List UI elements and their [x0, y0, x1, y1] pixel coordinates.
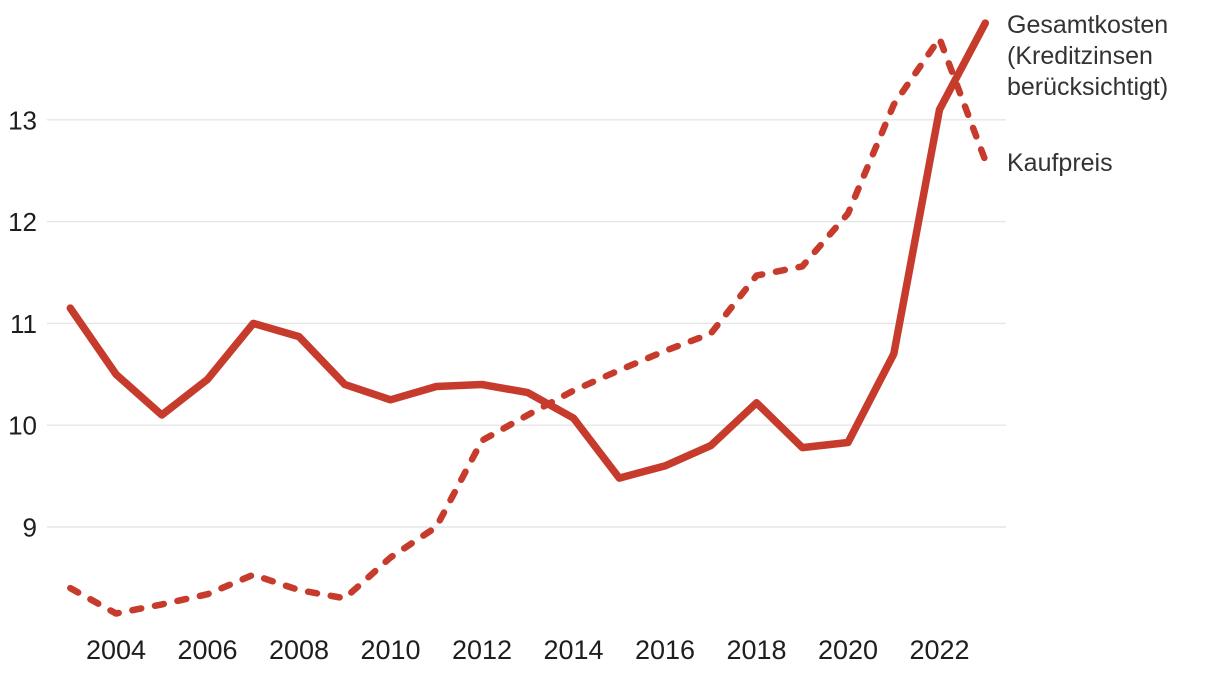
- x-tick-label: 2010: [360, 635, 420, 665]
- x-axis-labels: 2004 2006 2008 2010 2012 2014 2016 2018 2020 2022: [86, 635, 970, 665]
- x-tick-label: 2014: [543, 635, 603, 665]
- x-tick-label: 2022: [909, 635, 969, 665]
- gridlines: [47, 119, 1006, 528]
- legend-kaufpreis: Kaufpreis: [1007, 149, 1113, 177]
- x-tick-label: 2006: [177, 635, 237, 665]
- legend-gesamtkosten: Gesamtkosten (Kreditzinsen berücksichtig…: [1007, 11, 1169, 101]
- x-tick-label: 2004: [86, 635, 146, 665]
- x-tick-label: 2008: [269, 635, 329, 665]
- kaufpreis-line: [67, 35, 989, 617]
- y-tick-label: 11: [10, 309, 37, 339]
- y-tick-label: 10: [8, 411, 37, 441]
- y-tick-label: 12: [8, 207, 37, 237]
- x-tick-label: 2016: [635, 635, 695, 665]
- y-tick-label: 9: [23, 513, 37, 543]
- x-tick-label: 2012: [452, 635, 512, 665]
- x-tick-label: 2020: [818, 635, 878, 665]
- y-axis-labels: 9 10 11 12 13: [8, 105, 37, 542]
- y-tick-label: 13: [8, 105, 37, 135]
- x-tick-label: 2018: [726, 635, 786, 665]
- data-series: [66, 19, 990, 617]
- gesamtkosten-line: [66, 19, 990, 482]
